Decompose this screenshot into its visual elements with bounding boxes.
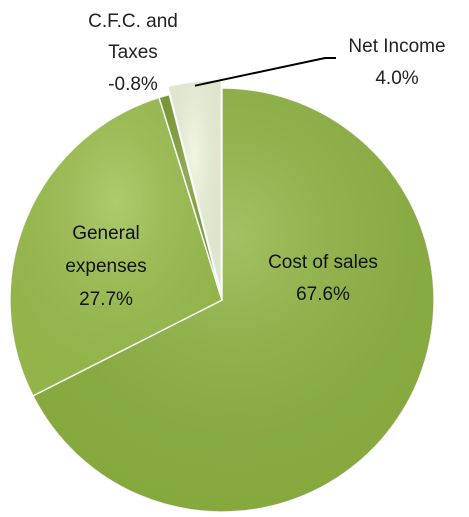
leader-lines xyxy=(194,57,336,87)
slice-label-cost-of-sales-name: Cost of sales xyxy=(268,252,378,273)
leader-line-net-income xyxy=(194,57,336,87)
pie-slice-shade xyxy=(9,97,222,396)
pie-slice-shade xyxy=(159,94,222,300)
pie-slice-shade xyxy=(168,80,221,293)
slice-label-cfc-taxes-name-line1: C.F.C. and xyxy=(88,11,178,32)
slice-label-net-income-name: Net Income xyxy=(348,36,445,57)
pie-slice-shade xyxy=(32,88,434,512)
slice-label-cfc-taxes-value: -0.8% xyxy=(108,74,158,95)
slice-label-general-expenses-value: 27.7% xyxy=(79,289,133,310)
slice-label-cost-of-sales-value: 67.6% xyxy=(296,284,350,305)
slice-label-net-income-value: 4.0% xyxy=(375,68,418,89)
slice-label-general-expenses-name-line1: General xyxy=(72,223,140,244)
slice-label-cfc-taxes-name-line2: Taxes xyxy=(108,42,158,63)
slice-label-general-expenses-name-line2: expenses xyxy=(65,256,146,277)
pie-slices xyxy=(9,79,435,513)
